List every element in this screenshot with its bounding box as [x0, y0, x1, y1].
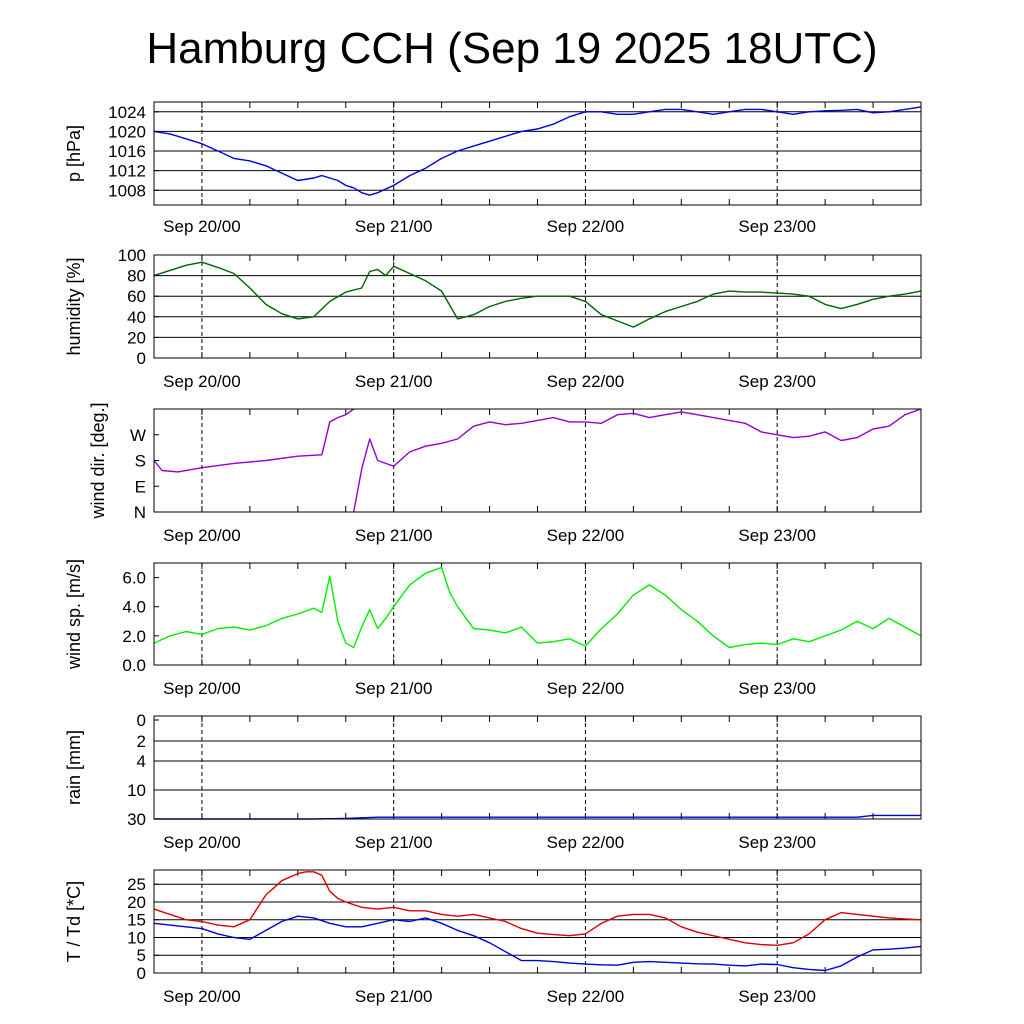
- panel-frame: [153, 715, 922, 820]
- x-tick-label: Sep 22/00: [547, 372, 625, 391]
- x-tick-label: Sep 23/00: [738, 217, 816, 236]
- series-line: [153, 915, 922, 972]
- y-tick-label: 10: [127, 928, 146, 947]
- x-tick-label: Sep 22/00: [547, 833, 625, 852]
- y-tick-label: 4.0: [122, 598, 146, 617]
- y-tick-label: 80: [127, 267, 146, 286]
- y-tick-label: 0: [137, 711, 146, 730]
- y-tick-label: 0: [137, 964, 146, 983]
- x-tick-label: Sep 20/00: [163, 526, 241, 545]
- y-tick-label: 100: [118, 246, 146, 265]
- y-tick-label: 60: [127, 287, 146, 306]
- y-axis-label: p [hPa]: [64, 125, 84, 182]
- x-tick-label: Sep 23/00: [738, 987, 816, 1006]
- x-tick-label: Sep 23/00: [738, 679, 816, 698]
- x-tick-label: Sep 23/00: [738, 526, 816, 545]
- x-tick-label: Sep 21/00: [355, 833, 433, 852]
- series-line: [154, 814, 921, 820]
- panel-frame: [153, 101, 922, 206]
- y-tick-label: 1024: [108, 103, 146, 122]
- x-tick-label: Sep 23/00: [738, 372, 816, 391]
- series-line: [153, 106, 922, 196]
- y-axis-label: humidity [%]: [64, 257, 84, 355]
- x-tick-label: Sep 21/00: [355, 217, 433, 236]
- y-tick-label: 1016: [108, 142, 146, 161]
- x-tick-label: Sep 23/00: [738, 833, 816, 852]
- panel-frame: [153, 562, 922, 666]
- y-tick-label: 1008: [108, 181, 146, 200]
- y-tick-label: 1012: [108, 162, 146, 181]
- x-tick-label: Sep 22/00: [547, 679, 625, 698]
- y-axis-label: wind sp. [m/s]: [64, 559, 84, 670]
- series-line: [153, 261, 922, 328]
- series-line: [153, 566, 922, 649]
- y-tick-label: 6.0: [122, 569, 146, 588]
- y-tick-label: 5: [137, 946, 146, 965]
- y-tick-label: 1020: [108, 122, 146, 141]
- y-tick-label: N: [134, 503, 146, 522]
- y-tick-label: 20: [127, 893, 146, 912]
- x-tick-label: Sep 21/00: [355, 679, 433, 698]
- y-tick-label: 0: [137, 349, 146, 368]
- x-tick-label: Sep 22/00: [547, 217, 625, 236]
- y-tick-label: 2: [137, 732, 146, 751]
- x-tick-label: Sep 21/00: [355, 526, 433, 545]
- y-tick-label: 10: [127, 781, 146, 800]
- y-tick-label: 40: [127, 308, 146, 327]
- series-line: [153, 408, 355, 473]
- x-tick-label: Sep 20/00: [163, 217, 241, 236]
- y-tick-label: 15: [127, 911, 146, 930]
- panel-frame: [153, 869, 922, 974]
- y-tick-label: 4: [137, 752, 146, 771]
- y-tick-label: 30: [127, 810, 146, 829]
- y-tick-label: 2.0: [122, 627, 146, 646]
- y-tick-label: 25: [127, 875, 146, 894]
- x-tick-label: Sep 20/00: [163, 372, 241, 391]
- y-tick-label: W: [130, 426, 146, 445]
- x-tick-label: Sep 20/00: [163, 679, 241, 698]
- x-tick-label: Sep 22/00: [547, 987, 625, 1006]
- y-tick-label: 20: [127, 328, 146, 347]
- x-tick-label: Sep 21/00: [355, 987, 433, 1006]
- x-tick-label: Sep 20/00: [163, 987, 241, 1006]
- y-axis-label: T / Td [*C]: [64, 881, 84, 962]
- x-tick-label: Sep 20/00: [163, 833, 241, 852]
- chart-title: Hamburg CCH (Sep 19 2025 18UTC): [146, 24, 878, 73]
- panel-frame: [153, 254, 922, 359]
- series-line: [353, 408, 922, 513]
- y-tick-label: 0.0: [122, 656, 146, 675]
- y-axis-label: rain [mm]: [64, 730, 84, 805]
- series-line: [153, 871, 922, 946]
- y-tick-label: S: [135, 452, 146, 471]
- y-tick-label: E: [135, 477, 146, 496]
- x-tick-label: Sep 22/00: [547, 526, 625, 545]
- x-tick-label: Sep 21/00: [355, 372, 433, 391]
- y-axis-label: wind dir. [deg.]: [88, 402, 108, 519]
